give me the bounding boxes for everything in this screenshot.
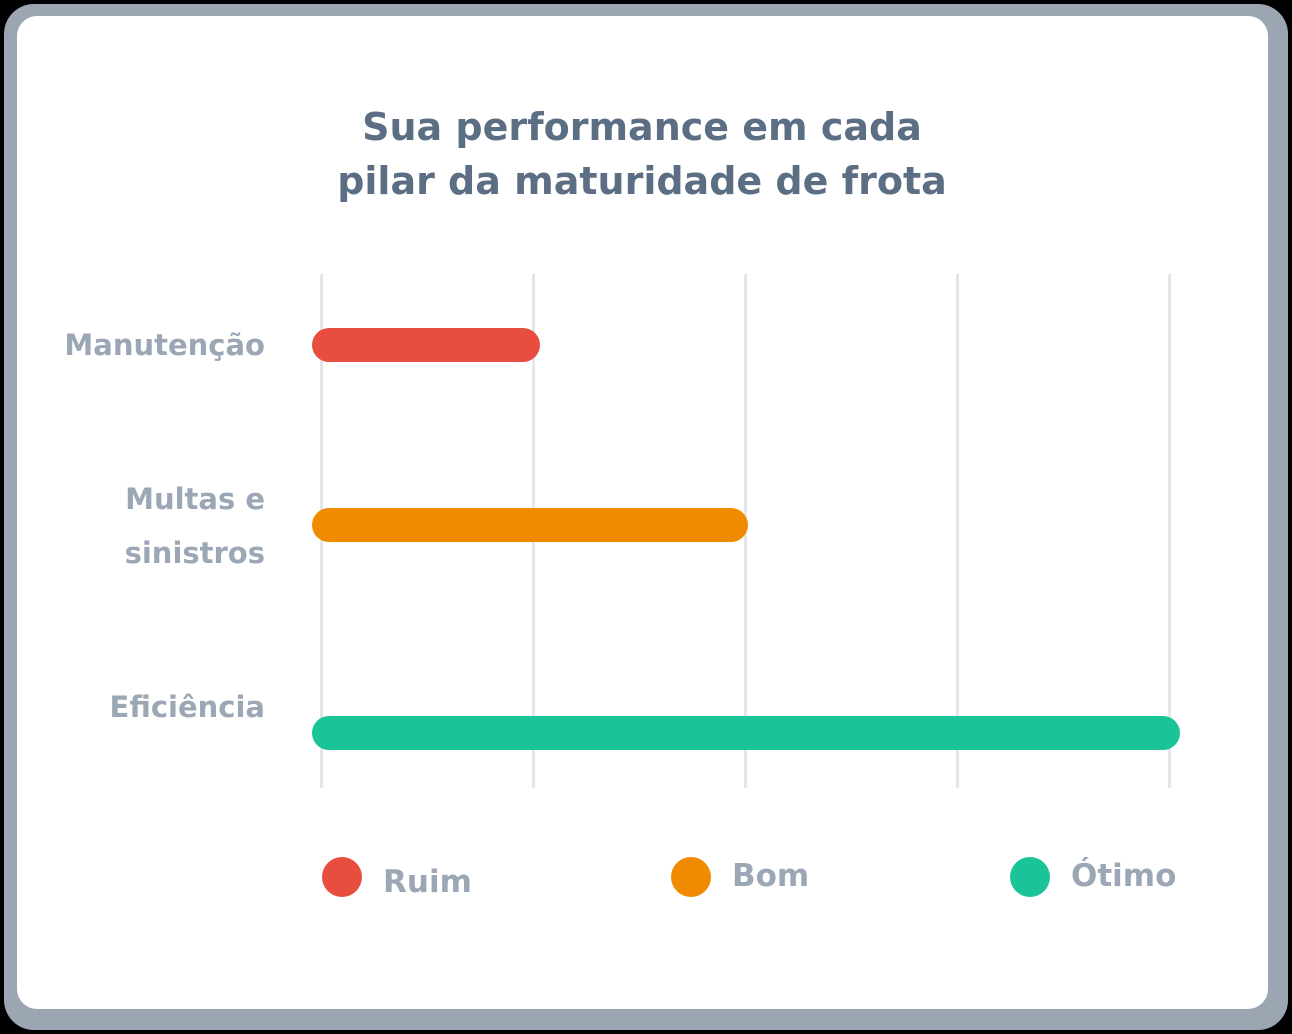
legend-dot-bom-icon (671, 857, 711, 897)
bar-manutencao (312, 328, 540, 362)
legend-label-bom: Bom (732, 858, 810, 894)
legend-label-otimo: Ótimo (1071, 858, 1177, 894)
chart-title-line-2: pilar da maturidade de frota (337, 159, 947, 203)
category-label-manutencao: Manutenção (64, 318, 265, 372)
bar-multas-e-sinistros (312, 508, 748, 542)
legend-dot-ruim-icon (322, 857, 362, 897)
gridline-3 (956, 274, 959, 788)
legend-label-ruim: Ruim (383, 864, 472, 900)
category-label-text: Eficiência (109, 690, 265, 724)
bar-eficiencia (312, 716, 1180, 750)
chart-title: Sua performance em cada pilar da maturid… (0, 100, 1284, 208)
category-label-eficiencia: Eficiência (110, 680, 265, 734)
legend-dot-otimo-icon (1010, 857, 1050, 897)
chart-title-line-1: Sua performance em cada (362, 105, 922, 149)
category-label-text: Multas e (125, 482, 265, 516)
category-label-multas: Multas e sinistros (125, 472, 265, 580)
category-label-text: Manutenção (64, 328, 265, 362)
category-label-text: sinistros (124, 536, 265, 570)
gridline-4 (1168, 274, 1171, 788)
